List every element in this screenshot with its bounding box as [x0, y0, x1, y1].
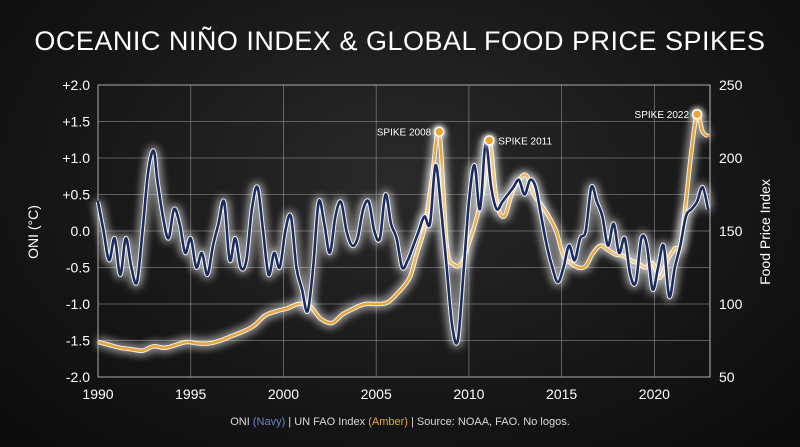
series-line-oni: [96, 142, 710, 345]
y-axis-label: ONI (°C): [25, 205, 41, 259]
y-tick-label: 0.0: [71, 223, 91, 239]
spike-label: SPIKE 2008: [377, 128, 432, 139]
annotation-layer: SPIKE 2008 SPIKE 2011 SPIKE 2022: [377, 107, 705, 148]
x-tick-label: 1995: [175, 386, 206, 402]
spike-label: SPIKE 2011: [498, 136, 552, 147]
spike-marker: [433, 126, 445, 137]
caption-middle: | UN FAO Index: [285, 416, 369, 428]
spike-marker: [691, 108, 703, 120]
caption-suffix: | Source: NOAA, FAO. No logos.: [407, 416, 570, 428]
y-tick-label: -1.5: [66, 333, 90, 349]
y2-tick-label: 100: [719, 296, 743, 312]
y2-tick-label: 150: [719, 223, 743, 239]
x-tick-label: 2000: [268, 386, 299, 402]
caption-prefix: ONI: [230, 416, 253, 428]
chart-title: OCEANIC NIÑO INDEX & GLOBAL FOOD PRICE S…: [34, 26, 766, 56]
caption-navy: (Navy): [252, 416, 286, 428]
x-tick-label: 2015: [546, 386, 577, 402]
y-tick-label: +1.5: [62, 114, 90, 130]
grid-lines: [97, 84, 711, 378]
chart-caption: ONI (Navy) | UN FAO Index (Amber) | Sour…: [0, 416, 800, 428]
y2-tick-label: 200: [719, 150, 743, 166]
x-tick-label: 2020: [639, 386, 670, 402]
series-layer: [95, 110, 712, 354]
x-tick-label: 2010: [453, 386, 484, 402]
axes: +2.0 +1.5 +1.0 +0.5 0.0 -0.5 -1.0 -1.5 -2.0 250 20…: [62, 77, 742, 402]
y2-tick-label: 250: [719, 77, 743, 93]
y-tick-label: +0.5: [62, 187, 90, 203]
x-tick-label: 1990: [82, 386, 113, 402]
y2-axis-label: Food Price Index: [757, 179, 773, 285]
y-tick-label: +2.0: [62, 77, 90, 93]
x-tick-label: 2005: [361, 386, 392, 402]
y-tick-label: -0.5: [66, 260, 90, 276]
y2-tick-label: 50: [719, 369, 735, 385]
y-tick-label: -1.0: [66, 296, 90, 312]
y-tick-label: -2.0: [66, 369, 90, 385]
series-line-fao: [96, 112, 710, 353]
spike-label: SPIKE 2022: [635, 110, 690, 121]
spike-marker: [484, 135, 495, 146]
y-tick-label: +1.0: [62, 150, 90, 166]
caption-amber: (Amber): [368, 416, 408, 428]
